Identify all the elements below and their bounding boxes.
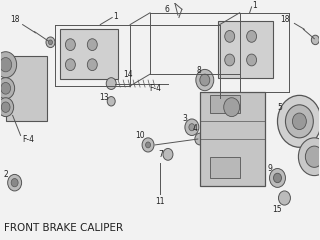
Circle shape: [49, 40, 52, 45]
Circle shape: [277, 95, 320, 147]
Text: 14: 14: [123, 70, 133, 79]
Circle shape: [1, 83, 11, 94]
Circle shape: [196, 69, 214, 91]
Circle shape: [142, 138, 154, 152]
Bar: [210, 95, 240, 113]
Circle shape: [0, 78, 15, 99]
Bar: [200, 92, 265, 186]
Circle shape: [305, 146, 320, 167]
Circle shape: [311, 35, 319, 45]
Circle shape: [87, 39, 97, 51]
Circle shape: [247, 54, 257, 66]
Bar: [6, 56, 47, 121]
Text: 18: 18: [10, 15, 20, 24]
Circle shape: [65, 39, 76, 51]
Text: F-4: F-4: [149, 84, 161, 93]
Circle shape: [298, 138, 320, 176]
Bar: [210, 157, 240, 178]
Circle shape: [225, 30, 235, 42]
Circle shape: [1, 102, 10, 112]
Text: FRONT BRAKE CALIPER: FRONT BRAKE CALIPER: [4, 223, 123, 234]
Circle shape: [189, 124, 195, 131]
Text: 5: 5: [277, 103, 282, 112]
Text: 1: 1: [113, 12, 117, 21]
Circle shape: [8, 174, 22, 191]
Text: 18: 18: [280, 15, 289, 24]
Circle shape: [87, 59, 97, 71]
Circle shape: [292, 113, 306, 130]
Circle shape: [285, 105, 313, 138]
Circle shape: [163, 149, 173, 160]
Text: 7: 7: [158, 150, 164, 159]
Text: 4: 4: [192, 124, 197, 133]
Circle shape: [106, 78, 116, 90]
Text: 1: 1: [252, 1, 257, 10]
Circle shape: [185, 119, 199, 136]
Circle shape: [46, 37, 55, 48]
Circle shape: [146, 142, 150, 148]
Circle shape: [225, 54, 235, 66]
Circle shape: [200, 74, 210, 86]
Text: 9: 9: [267, 164, 272, 173]
Circle shape: [0, 98, 14, 117]
Text: 2: 2: [3, 170, 8, 179]
Bar: [218, 21, 273, 78]
Circle shape: [195, 133, 205, 145]
Text: F-4: F-4: [23, 135, 35, 144]
Circle shape: [11, 179, 18, 187]
Circle shape: [224, 98, 240, 117]
Bar: [60, 29, 118, 79]
Text: 6: 6: [164, 5, 169, 14]
Circle shape: [65, 59, 76, 71]
Circle shape: [269, 168, 285, 187]
Text: 8: 8: [196, 66, 201, 75]
Text: 3: 3: [182, 114, 187, 123]
Text: 13: 13: [100, 93, 109, 102]
Circle shape: [107, 96, 115, 106]
Circle shape: [0, 58, 12, 72]
Circle shape: [247, 30, 257, 42]
Text: 11: 11: [155, 197, 165, 206]
Circle shape: [274, 173, 282, 183]
Circle shape: [278, 191, 291, 205]
Circle shape: [0, 52, 17, 78]
Text: 10: 10: [135, 131, 145, 140]
Text: 15: 15: [273, 205, 282, 214]
